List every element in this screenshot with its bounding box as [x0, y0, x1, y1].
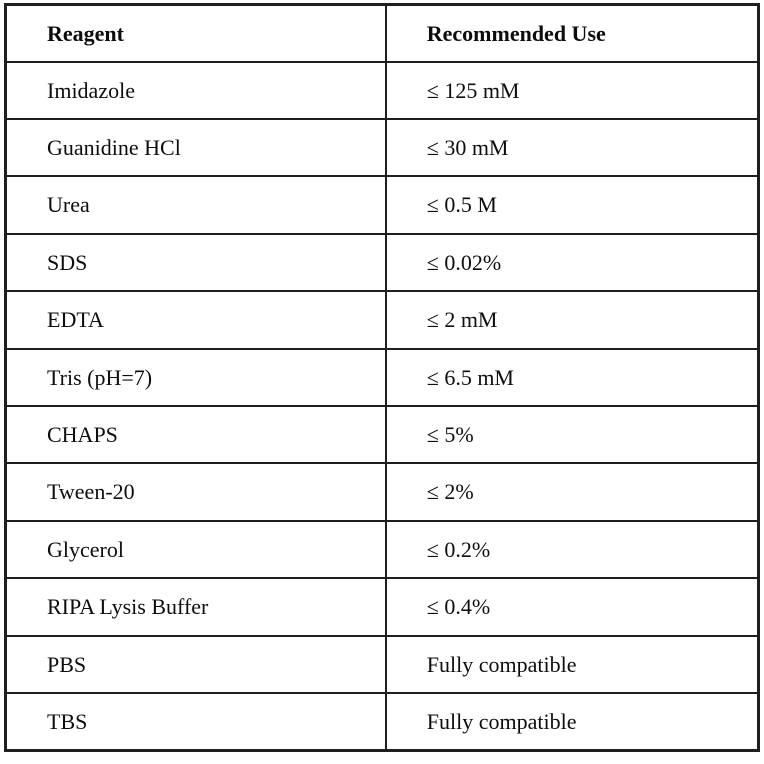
table-row: PBS Fully compatible	[4, 634, 760, 694]
recommended-use-cell: Fully compatible	[384, 634, 760, 694]
recommended-use-cell: ≤ 0.2%	[384, 519, 760, 580]
recommended-use-cell: Fully compatible	[384, 691, 760, 752]
reagent-cell: EDTA	[4, 290, 387, 350]
reagent-cell: Tween-20	[4, 462, 387, 522]
table-row: Imidazole ≤ 125 mM	[4, 60, 760, 120]
reagent-cell: Tris (pH=7)	[4, 347, 387, 407]
column-header-reagent: Reagent	[4, 3, 387, 63]
table-row: Tris (pH=7) ≤ 6.5 mM	[4, 347, 760, 407]
table-header-row: Reagent Recommended Use	[4, 3, 760, 63]
table-row: TBS Fully compatible	[4, 691, 760, 752]
reagent-cell: CHAPS	[4, 404, 387, 465]
reagent-cell: Urea	[4, 175, 387, 235]
reagent-cell: Glycerol	[4, 519, 387, 580]
table-row: RIPA Lysis Buffer ≤ 0.4%	[4, 577, 760, 637]
column-header-recommended-use: Recommended Use	[384, 3, 760, 63]
reagent-cell: Guanidine HCl	[4, 117, 387, 178]
recommended-use-cell: ≤ 6.5 mM	[384, 347, 760, 407]
reagent-cell: PBS	[4, 634, 387, 694]
recommended-use-cell: ≤ 5%	[384, 404, 760, 465]
table-row: Glycerol ≤ 0.2%	[4, 519, 760, 580]
recommended-use-cell: ≤ 30 mM	[384, 117, 760, 178]
reagent-cell: RIPA Lysis Buffer	[4, 577, 387, 637]
table-row: SDS ≤ 0.02%	[4, 232, 760, 293]
table-row: Tween-20 ≤ 2%	[4, 462, 760, 522]
table-row: CHAPS ≤ 5%	[4, 404, 760, 465]
recommended-use-cell: ≤ 0.5 M	[384, 175, 760, 235]
table-row: Guanidine HCl ≤ 30 mM	[4, 117, 760, 178]
reagent-cell: SDS	[4, 232, 387, 293]
reagent-compatibility-table: Reagent Recommended Use Imidazole ≤ 125 …	[4, 3, 760, 752]
table-row: EDTA ≤ 2 mM	[4, 290, 760, 350]
recommended-use-cell: ≤ 125 mM	[384, 60, 760, 120]
table-row: Urea ≤ 0.5 M	[4, 175, 760, 235]
recommended-use-cell: ≤ 2 mM	[384, 290, 760, 350]
recommended-use-cell: ≤ 0.02%	[384, 232, 760, 293]
reagent-cell: Imidazole	[4, 60, 387, 120]
recommended-use-cell: ≤ 2%	[384, 462, 760, 522]
recommended-use-cell: ≤ 0.4%	[384, 577, 760, 637]
reagent-cell: TBS	[4, 691, 387, 752]
